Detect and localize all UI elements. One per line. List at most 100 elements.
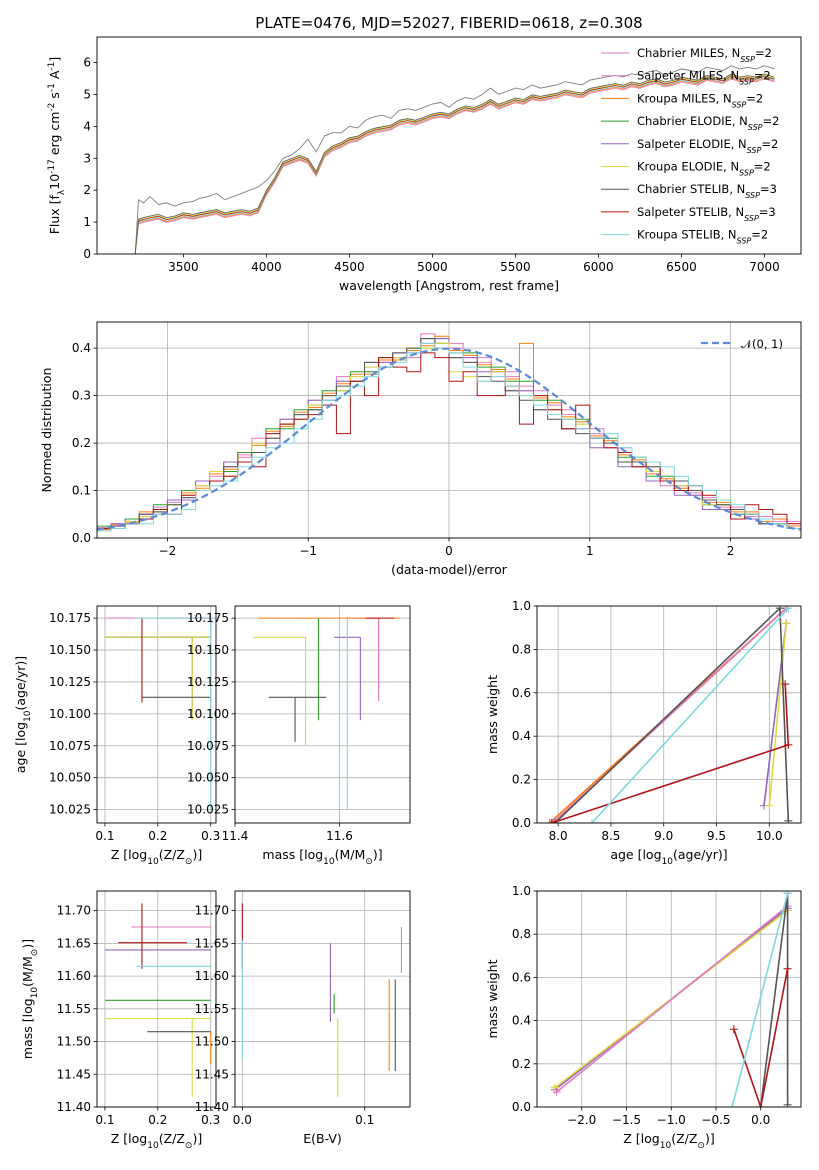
legend-label: Kroupa STELIB, N — [637, 228, 737, 242]
y-axis-label: age [log10(age/yr)] — [13, 656, 33, 773]
y-tick-label: 0.6 — [512, 686, 531, 700]
x-tick-label: 6000 — [583, 260, 614, 274]
spectrum-model-line — [134, 76, 775, 254]
legend-nssp: =2 — [761, 137, 778, 151]
weight-line — [551, 684, 790, 823]
y-tick-label: 11.65 — [57, 936, 91, 950]
y-tick-label: 1.0 — [512, 884, 531, 898]
x-tick-label: 0 — [445, 544, 453, 558]
axes-weight_vs_age: 8.0 8.5 9.0 9.5 10.0 0.0 0.2 0.4 0.6 0.8 1.0 age [l… — [485, 599, 802, 867]
legend-label: Chabrier STELIB, N — [637, 182, 745, 196]
y-tick-label: 11.60 — [195, 969, 229, 983]
x-tick-label: 0.2 — [148, 829, 167, 843]
legend-label: Chabrier MILES, N — [637, 46, 740, 60]
y-tick-label: 11.40 — [195, 1100, 229, 1114]
y-tick-label: 4 — [83, 119, 91, 133]
legend-nssp: =2 — [746, 91, 763, 105]
y-tick-label: 11.50 — [57, 1035, 91, 1049]
y-tick-label: 0.1 — [72, 484, 91, 498]
y-tick-label: 11.45 — [195, 1067, 229, 1081]
y-axis-label: Flux [fλ10-17 erg cm-2 s-1 A-1] — [47, 57, 67, 235]
plot-group: 3500 4000 4500 5000 5500 6000 6500 7000 0 1 2 3 4 5 6 w… — [13, 36, 802, 1151]
y-tick-label: 10.075 — [187, 739, 229, 753]
x-axis-label: mass [log10(M/M⊙)] — [262, 847, 382, 867]
x-tick-label: 9.0 — [654, 829, 673, 843]
plot-area-weight_vs_Z — [550, 891, 792, 1107]
x-tick-label: 0.3 — [201, 829, 220, 843]
x-axis-label: E(B-V) — [303, 1131, 342, 1146]
legend-label: Salpeter ELODIE, N — [637, 137, 747, 151]
weight-line — [556, 905, 789, 1093]
y-tick-label: 3 — [83, 151, 91, 165]
spectrum-data-line — [134, 65, 775, 254]
axes-frame — [234, 605, 411, 824]
legend-entry: Kroupa MILES, NSSP=2 — [637, 91, 763, 109]
legend-subscript: SSP — [739, 168, 754, 177]
y-tick-label: 11.70 — [195, 904, 229, 918]
x-tick-label: −2 — [159, 544, 177, 558]
x-tick-label: 0.1 — [95, 829, 114, 843]
y-tick-label: 0.2 — [512, 773, 531, 787]
axes-weight_vs_Z: −2.0 −1.5 −1.0 −0.5 0.0 0.0 0.2 0.4 0.6 0.8 1.0 Z [… — [485, 884, 802, 1151]
legend-label: Salpeter STELIB, N — [637, 205, 744, 219]
legend-entry: Kroupa ELODIE, NSSP=2 — [637, 160, 771, 178]
x-tick-label: 6500 — [666, 260, 697, 274]
legend-entry: Salpeter STELIB, NSSP=3 — [637, 205, 776, 223]
y-tick-label: 11.65 — [195, 936, 229, 950]
y-tick-label: 10.175 — [49, 611, 91, 625]
histogram-salpeter-stelib — [97, 352, 801, 529]
weight-line — [554, 606, 790, 823]
legend-nssp: =3 — [760, 182, 777, 196]
y-tick-label: 0.0 — [512, 1100, 531, 1114]
y-axis-label: mass weight — [485, 959, 500, 1038]
y-tick-label: 0.4 — [512, 729, 531, 743]
y-axis-label: Normed distribution — [39, 368, 54, 493]
x-tick-label: 0.1 — [95, 1113, 114, 1127]
weight-line — [731, 892, 789, 1107]
x-tick-label: 2 — [727, 544, 735, 558]
legend-subscript: SSP — [748, 123, 763, 132]
legend-entry: Kroupa STELIB, NSSP=2 — [637, 228, 768, 246]
axes-frame — [96, 890, 217, 1108]
y-tick-label: 11.50 — [195, 1035, 229, 1049]
legend-nssp: =3 — [759, 205, 776, 219]
y-tick-label: 0.8 — [512, 642, 531, 656]
x-tick-label: 8.0 — [549, 829, 568, 843]
x-tick-label: 1 — [586, 544, 594, 558]
y-tick-label: 11.55 — [195, 1002, 229, 1016]
axes-residuals: −2 −1 0 1 2 0.0 0.1 0.2 0.3 0.4 (data-model)/error… — [39, 321, 802, 577]
x-tick-label: 0.0 — [233, 1113, 252, 1127]
x-tick-label: −1 — [299, 544, 317, 558]
y-tick-label: 10.075 — [49, 739, 91, 753]
plot-area-weight_vs_age — [545, 606, 793, 823]
y-axis-label: mass [log10(M/M⊙)] — [20, 939, 40, 1059]
x-tick-label: 7000 — [749, 260, 780, 274]
legend-nssp: =2 — [755, 46, 772, 60]
y-tick-label: 10.150 — [187, 643, 229, 657]
y-tick-label: 10.050 — [187, 771, 229, 785]
x-axis-label: (data-model)/error — [391, 562, 508, 577]
y-tick-label: 0.3 — [72, 389, 91, 403]
y-tick-label: 1 — [83, 215, 91, 229]
legend-nssp: =2 — [754, 69, 771, 83]
legend-gaussian: 𝒩(0, 1) — [741, 337, 783, 351]
x-tick-label: 3500 — [168, 260, 199, 274]
legend-entry: Salpeter ELODIE, NSSP=2 — [637, 137, 778, 155]
legend-nssp: =2 — [751, 228, 768, 242]
x-tick-label: 0.1 — [355, 1113, 374, 1127]
histogram-kroupa-stelib — [97, 342, 801, 532]
legend-nssp: =2 — [754, 160, 771, 174]
y-tick-label: 10.025 — [49, 803, 91, 817]
legend-entry: Chabrier ELODIE, NSSP=2 — [637, 114, 779, 132]
y-tick-label: 10.100 — [49, 707, 91, 721]
spectrum-model-line — [134, 73, 775, 254]
x-tick-label: 11.4 — [222, 829, 249, 843]
x-axis-label: age [log10(age/yr)] — [610, 847, 727, 867]
y-axis-label: mass weight — [485, 675, 500, 754]
x-tick-label: −1.5 — [612, 1113, 641, 1127]
y-tick-label: 0.2 — [72, 436, 91, 450]
axes-mass_vs_Z: 0.1 0.2 0.3 11.40 11.45 11.50 11.55 11.60 11.65 1… — [20, 890, 220, 1151]
legend-label: Chabrier ELODIE, N — [637, 114, 748, 128]
x-tick-label: 8.5 — [601, 829, 620, 843]
y-tick-label: 0.4 — [72, 341, 91, 355]
